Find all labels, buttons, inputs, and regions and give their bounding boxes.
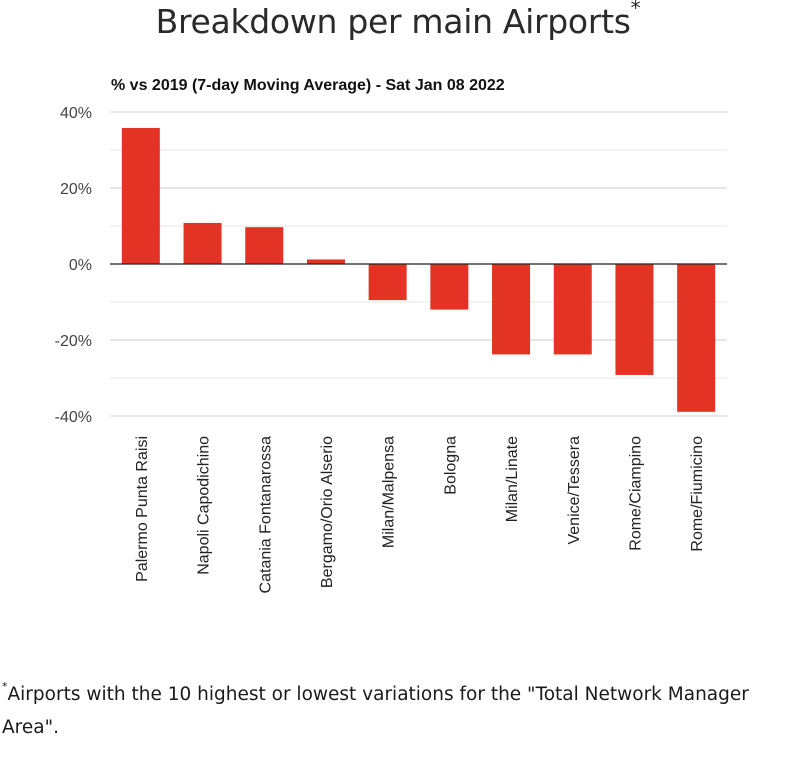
bar	[615, 264, 654, 375]
x-tick-label: Rome/Fiumicino	[689, 436, 706, 552]
footnote-text: Airports with the 10 highest or lowest v…	[2, 684, 749, 739]
y-tick-label: -20%	[55, 333, 92, 350]
bar-chart: 40% 20% 0% -20% -40% Palermo Punta Raisi Napo…	[55, 105, 727, 594]
x-tick-label: Milan/Linate	[504, 436, 521, 522]
bar	[553, 264, 592, 355]
x-tick-label: Bergamo/Orio Alserio	[319, 436, 336, 588]
bar	[492, 264, 531, 355]
title-footnote-marker: *	[630, 0, 641, 20]
x-tick-label: Venice/Tessera	[566, 436, 583, 545]
x-tick-label: Napoli Capodichino	[196, 436, 213, 575]
y-axis-ticks: 40% 20% 0% -20% -40%	[55, 105, 92, 426]
bar	[306, 259, 345, 264]
footnote: *Airports with the 10 highest or lowest …	[2, 673, 794, 744]
y-tick-label: -40%	[55, 409, 92, 426]
x-tick-label: Bologna	[442, 436, 459, 495]
x-tick-label: Palermo Punta Raisi	[134, 436, 151, 582]
bar	[368, 264, 407, 301]
chart-title: % vs 2019 (7-day Moving Average) - Sat J…	[111, 77, 505, 94]
x-tick-label: Milan/Malpensa	[381, 436, 398, 548]
title-text: Breakdown per main Airports	[155, 2, 631, 41]
footnote-marker: *	[2, 680, 8, 693]
bar	[245, 227, 284, 264]
bar	[677, 264, 716, 412]
page-title: Breakdown per main Airports*	[0, 0, 796, 41]
bar	[430, 264, 469, 310]
bars	[121, 127, 716, 412]
y-tick-label: 0%	[69, 257, 92, 274]
x-tick-label: Rome/Ciampino	[627, 436, 644, 551]
bar	[183, 222, 222, 264]
x-tick-label: Catania Fontanarossa	[257, 436, 274, 594]
y-tick-label: 40%	[60, 105, 92, 122]
x-axis-labels: Palermo Punta Raisi Napoli Capodichino Cat…	[134, 436, 706, 594]
y-tick-label: 20%	[60, 181, 92, 198]
bar	[121, 127, 160, 265]
